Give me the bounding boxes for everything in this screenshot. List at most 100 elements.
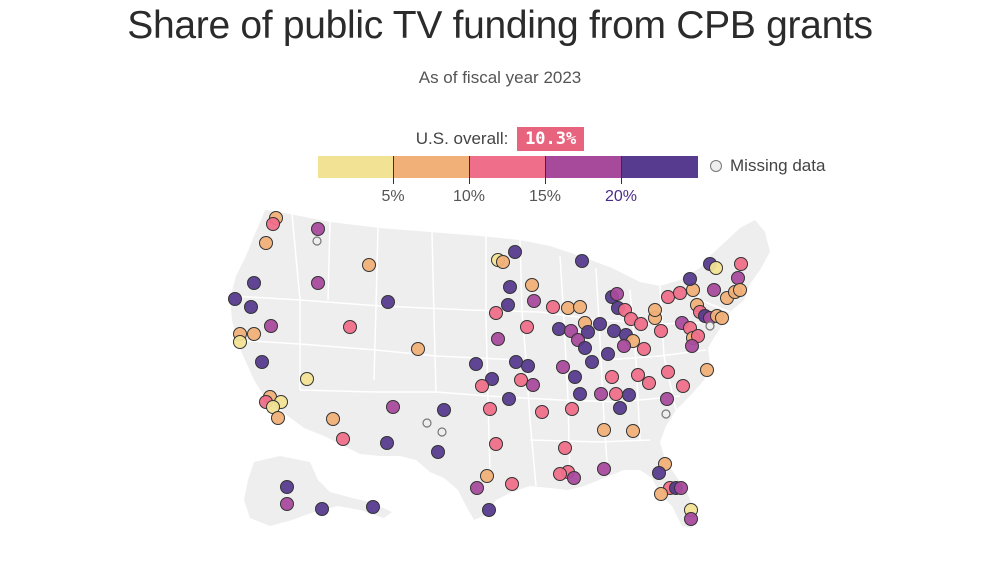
legend-segment-1 (318, 156, 394, 178)
legend-segment-2 (394, 156, 470, 178)
station-dot (233, 335, 247, 349)
station-dot (266, 217, 280, 231)
station-dot (594, 387, 608, 401)
station-dot (648, 303, 662, 317)
station-dot (637, 342, 651, 356)
station-dot-missing (422, 418, 432, 428)
station-dot (610, 287, 624, 301)
state-border (595, 267, 609, 477)
station-dot (731, 271, 745, 285)
station-dot (553, 467, 567, 481)
station-dot (565, 402, 579, 416)
state-borders (231, 213, 731, 487)
station-dot (366, 500, 380, 514)
station-dot (558, 441, 572, 455)
station-dot (622, 388, 636, 402)
station-dot (527, 294, 541, 308)
us-land (230, 210, 770, 528)
station-dot (601, 347, 615, 361)
station-dot (661, 290, 675, 304)
station-dot (431, 445, 445, 459)
station-dot (483, 402, 497, 416)
station-dot (315, 502, 329, 516)
station-dot (575, 254, 589, 268)
page-title: Share of public TV funding from CPB gran… (127, 4, 873, 47)
station-dot (521, 359, 535, 373)
station-dot (247, 327, 261, 341)
station-dot (546, 300, 560, 314)
station-dot (567, 471, 581, 485)
station-dot (386, 400, 400, 414)
station-dot (597, 423, 611, 437)
station-dot (228, 292, 242, 306)
station-dot (642, 376, 656, 390)
station-dot (673, 286, 687, 300)
legend-tick-4 (621, 156, 622, 184)
station-dot (271, 411, 285, 425)
station-dot-missing (312, 236, 322, 246)
station-dot (505, 477, 519, 491)
station-dot (634, 317, 648, 331)
station-dot (501, 298, 515, 312)
station-dot (381, 295, 395, 309)
legend-tick-label: 20% (604, 188, 638, 205)
station-dot (617, 339, 631, 353)
station-dot (652, 466, 666, 480)
station-dot (660, 392, 674, 406)
station-dot (626, 424, 640, 438)
station-dot (683, 272, 697, 286)
station-dot (502, 392, 516, 406)
missing-data-swatch (710, 160, 722, 172)
station-dot (255, 355, 269, 369)
station-dot (661, 365, 675, 379)
station-dot (733, 283, 747, 297)
station-dot (715, 311, 729, 325)
station-dot (607, 324, 621, 338)
page-subtitle: As of fiscal year 2023 (418, 68, 582, 87)
state-border (559, 255, 571, 481)
station-dot (561, 301, 575, 315)
station-dot (480, 469, 494, 483)
station-dot (489, 306, 503, 320)
state-border (431, 231, 437, 393)
station-dot (491, 332, 505, 346)
station-dot (654, 324, 668, 338)
station-dot (489, 437, 503, 451)
station-dot (556, 360, 570, 374)
station-dot (411, 342, 425, 356)
station-dot-missing (661, 409, 671, 419)
station-dot (552, 322, 566, 336)
station-dot-missing (437, 427, 447, 437)
station-dot (326, 412, 340, 426)
station-dot (264, 319, 278, 333)
station-dot (585, 355, 599, 369)
station-dot (437, 403, 451, 417)
station-dot (613, 401, 627, 415)
station-dot (475, 379, 489, 393)
legend-tick-3 (545, 156, 546, 184)
station-dot (676, 379, 690, 393)
station-dot (280, 497, 294, 511)
station-dots (228, 211, 748, 526)
contiguous-us-shape (230, 210, 770, 528)
station-dot (573, 387, 587, 401)
station-dot (654, 487, 668, 501)
station-dot (508, 245, 522, 259)
station-dot-missing (705, 321, 715, 331)
station-dot (380, 436, 394, 450)
missing-data-label: Missing data (730, 156, 826, 175)
station-dot (514, 373, 528, 387)
state-border (235, 339, 521, 361)
station-dot (259, 236, 273, 250)
legend-segment-3 (470, 156, 546, 178)
state-border (291, 213, 301, 301)
station-dot (343, 320, 357, 334)
station-dot (568, 370, 582, 384)
state-border (529, 439, 651, 443)
station-dot (593, 317, 607, 331)
station-dot (578, 341, 592, 355)
legend-tick-2 (469, 156, 470, 184)
station-dot (685, 339, 699, 353)
station-dot (509, 355, 523, 369)
station-dot (496, 255, 510, 269)
